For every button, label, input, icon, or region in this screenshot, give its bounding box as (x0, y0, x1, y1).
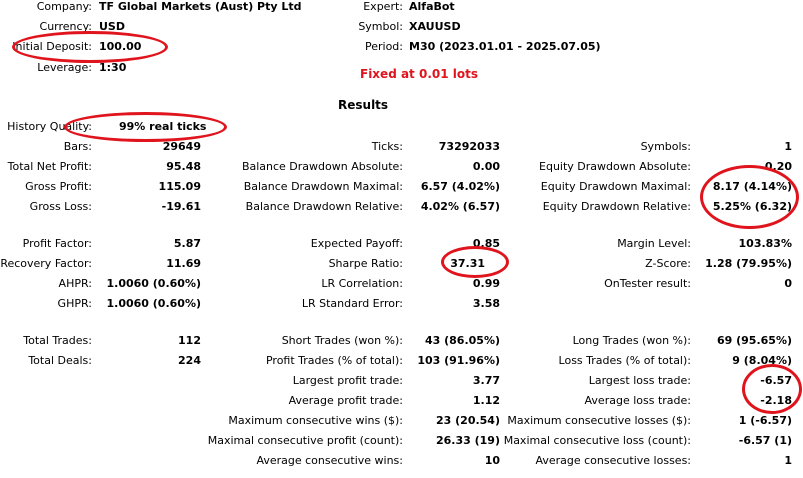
total-net-profit-label: Total Net Profit: (7, 160, 92, 173)
average-profit-trade-value: 1.12 (472, 394, 500, 407)
max-consecutive-losses-value: 1 (-6.57) (738, 414, 792, 427)
profit-trades-label: Profit Trades (% of total): (265, 354, 403, 367)
currency-value: USD (99, 20, 125, 33)
largest-loss-trade-value: -6.57 (760, 374, 792, 387)
lr-standard-error-label: LR Standard Error: (301, 297, 403, 310)
period-value: M30 (2023.01.01 - 2025.07.05) (409, 40, 601, 53)
ahpr-label: AHPR: (58, 277, 92, 290)
balance-drawdown-relative-label: Balance Drawdown Relative: (245, 200, 403, 213)
max-consecutive-wins-label: Maximum consecutive wins ($): (228, 414, 403, 427)
average-profit-trade-label: Average profit trade: (288, 394, 403, 407)
recovery-factor-label: Recovery Factor: (0, 257, 92, 270)
gross-loss-label: Gross Loss: (29, 200, 92, 213)
balance-drawdown-maximal-label: Balance Drawdown Maximal: (243, 180, 403, 193)
period-label: Period: (364, 40, 403, 53)
lr-standard-error-value: 3.58 (472, 297, 500, 310)
short-trades-value: 43 (86.05%) (424, 334, 500, 347)
equity-drawdown-maximal-label: Equity Drawdown Maximal: (540, 180, 691, 193)
symbols-label: Symbols: (640, 140, 691, 153)
lr-correlation-value: 0.99 (472, 277, 500, 290)
maximal-consecutive-loss-value: -6.57 (1) (738, 434, 792, 447)
loss-trades-value: 9 (8.04%) (732, 354, 792, 367)
bars-value: 29649 (162, 140, 201, 153)
currency-label: Currency: (39, 20, 92, 33)
leverage-label: Leverage: (37, 61, 92, 74)
equity-drawdown-absolute-value: 0.20 (764, 160, 792, 173)
profit-trades-value: 103 (91.96%) (417, 354, 500, 367)
sharpe-ratio-label: Sharpe Ratio: (328, 257, 403, 270)
short-trades-label: Short Trades (won %): (281, 334, 403, 347)
total-deals-value: 224 (178, 354, 201, 367)
balance-drawdown-relative-value: 4.02% (6.57) (420, 200, 500, 213)
recovery-factor-value: 11.69 (166, 257, 201, 270)
initial-deposit-value: 100.00 (99, 40, 142, 53)
loss-trades-label: Loss Trades (% of total): (558, 354, 691, 367)
sharpe-ratio-value: 37.31 (450, 257, 485, 270)
expert-label: Expert: (363, 0, 403, 13)
margin-level-label: Margin Level: (617, 237, 691, 250)
balance-drawdown-maximal-value: 6.57 (4.02%) (420, 180, 500, 193)
equity-drawdown-absolute-label: Equity Drawdown Absolute: (539, 160, 691, 173)
maximal-consecutive-loss-label: Maximal consecutive loss (count): (503, 434, 691, 447)
max-consecutive-losses-label: Maximum consecutive losses ($): (507, 414, 691, 427)
symbols-value: 1 (784, 140, 792, 153)
results-title: Results (338, 98, 389, 112)
ontester-result-value: 0 (784, 277, 792, 290)
symbol-value: XAUUSD (409, 20, 461, 33)
ticks-label: Ticks: (371, 140, 403, 153)
gross-profit-label: Gross Profit: (25, 180, 92, 193)
company-value: TF Global Markets (Aust) Pty Ltd (99, 0, 302, 13)
z-score-value: 1.28 (79.95%) (705, 257, 792, 270)
symbol-label: Symbol: (358, 20, 403, 33)
ghpr-label: GHPR: (57, 297, 92, 310)
history-quality-label: History Quality: (7, 120, 92, 133)
profit-factor-label: Profit Factor: (22, 237, 92, 250)
fixed-lots-annotation: Fixed at 0.01 lots (360, 67, 478, 81)
maximal-consecutive-profit-value: 26.33 (19) (436, 434, 500, 447)
total-trades-label: Total Trades: (23, 334, 92, 347)
long-trades-label: Long Trades (won %): (572, 334, 691, 347)
profit-factor-value: 5.87 (173, 237, 201, 250)
total-trades-value: 112 (178, 334, 201, 347)
gross-loss-value: -19.61 (161, 200, 201, 213)
total-net-profit-value: 95.48 (166, 160, 201, 173)
history-quality-value: 99% real ticks (119, 120, 207, 133)
expected-payoff-value: 0.85 (472, 237, 500, 250)
expected-payoff-label: Expected Payoff: (310, 237, 403, 250)
lr-correlation-label: LR Correlation: (321, 277, 403, 290)
average-consecutive-losses-value: 1 (784, 454, 792, 467)
ghpr-value: 1.0060 (0.60%) (106, 297, 202, 310)
balance-drawdown-absolute-value: 0.00 (472, 160, 500, 173)
average-loss-trade-value: -2.18 (760, 394, 792, 407)
largest-profit-trade-value: 3.77 (472, 374, 500, 387)
initial-deposit-label: Initial Deposit: (12, 40, 92, 53)
total-deals-label: Total Deals: (28, 354, 92, 367)
average-consecutive-wins-value: 10 (484, 454, 500, 467)
company-label: Company: (36, 0, 92, 13)
equity-drawdown-maximal-value: 8.17 (4.14%) (712, 180, 792, 193)
equity-drawdown-relative-label: Equity Drawdown Relative: (542, 200, 691, 213)
margin-level-value: 103.83% (738, 237, 792, 250)
ticks-value: 73292033 (438, 140, 500, 153)
ontester-result-label: OnTester result: (604, 277, 691, 290)
average-consecutive-wins-label: Average consecutive wins: (256, 454, 403, 467)
largest-profit-trade-label: Largest profit trade: (292, 374, 403, 387)
largest-loss-trade-label: Largest loss trade: (588, 374, 691, 387)
balance-drawdown-absolute-label: Balance Drawdown Absolute: (241, 160, 403, 173)
equity-drawdown-relative-value: 5.25% (6.32) (712, 200, 792, 213)
z-score-label: Z-Score: (645, 257, 691, 270)
equity-drawdown-highlight-ellipse (700, 165, 799, 229)
average-loss-trade-label: Average loss trade: (584, 394, 691, 407)
long-trades-value: 69 (95.65%) (716, 334, 792, 347)
gross-profit-value: 115.09 (158, 180, 201, 193)
ahpr-value: 1.0060 (0.60%) (106, 277, 202, 290)
bars-label: Bars: (63, 140, 92, 153)
average-consecutive-losses-label: Average consecutive losses: (535, 454, 691, 467)
max-consecutive-wins-value: 23 (20.54) (436, 414, 500, 427)
expert-value: AlfaBot (409, 0, 455, 13)
maximal-consecutive-profit-label: Maximal consecutive profit (count): (207, 434, 403, 447)
leverage-value: 1:30 (99, 61, 127, 74)
